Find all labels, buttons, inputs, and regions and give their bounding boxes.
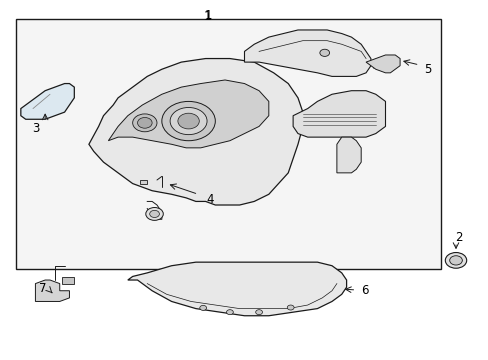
Polygon shape (140, 180, 147, 184)
Text: 4: 4 (206, 193, 214, 206)
Circle shape (170, 108, 206, 135)
Circle shape (162, 102, 215, 141)
Circle shape (132, 114, 157, 132)
Circle shape (200, 305, 206, 310)
Circle shape (255, 310, 262, 315)
Text: 1: 1 (203, 10, 211, 23)
Text: 6: 6 (361, 284, 368, 297)
Circle shape (319, 49, 329, 57)
Circle shape (445, 252, 466, 268)
Polygon shape (108, 80, 268, 148)
Circle shape (145, 207, 163, 220)
Polygon shape (21, 84, 74, 119)
FancyBboxPatch shape (16, 19, 441, 269)
Circle shape (449, 256, 461, 265)
Text: 2: 2 (454, 231, 461, 244)
Polygon shape (127, 262, 346, 316)
Polygon shape (35, 280, 69, 301)
Polygon shape (336, 137, 361, 173)
Bar (62, 277, 74, 284)
Circle shape (137, 117, 152, 128)
Polygon shape (89, 59, 302, 205)
Polygon shape (244, 30, 370, 76)
Circle shape (226, 310, 233, 315)
Text: 3: 3 (32, 122, 39, 135)
Text: 1: 1 (204, 9, 211, 22)
Circle shape (149, 210, 159, 217)
Circle shape (287, 305, 293, 310)
Text: 7: 7 (39, 283, 46, 296)
Polygon shape (292, 91, 385, 137)
Text: 5: 5 (424, 63, 431, 76)
Polygon shape (366, 55, 399, 73)
Circle shape (178, 113, 199, 129)
